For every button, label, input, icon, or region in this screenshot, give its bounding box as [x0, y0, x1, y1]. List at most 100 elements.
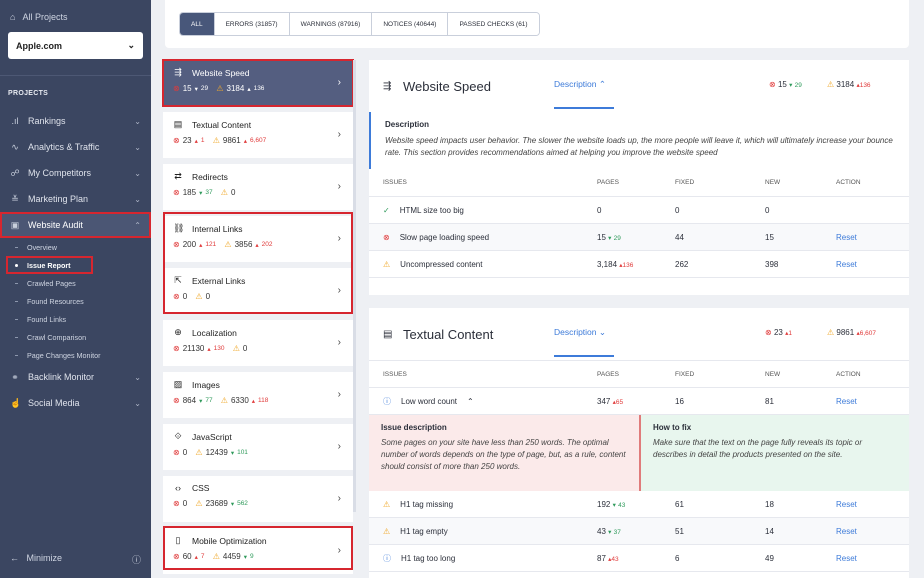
table-row-expanded[interactable]: ⓘ Low word count ⌃ 347 ▴65 16 81 Reset [369, 388, 909, 415]
category-title: ‹› CSS [175, 483, 210, 493]
category-title: ⇄ Redirects [174, 171, 228, 182]
table-row[interactable]: ⚠ H1 tag missing 192 ▾ 43 61 18 Reset [369, 491, 909, 518]
warning-icon: ⚠ [232, 344, 240, 353]
sidebar-item-competitors[interactable]: ☍ My Competitors ⌄ [10, 167, 141, 179]
scrollbar[interactable] [353, 60, 356, 512]
sidebar-subitem-found-links[interactable]: Found Links [0, 310, 151, 328]
warning-icon: ⚠ [220, 396, 228, 405]
category-item-external-links[interactable]: ⇱ External Links ⊗ 0 ⚠ 0 › [163, 268, 353, 314]
warning-icon: ⚠ [212, 552, 220, 561]
all-projects-link[interactable]: ⌂ All Projects [10, 12, 67, 22]
home-icon: ⌂ [10, 12, 16, 22]
warning-icon: ⚠ [224, 240, 232, 249]
help-icon[interactable]: ⓘ [131, 555, 141, 565]
textual-content-panel: ▤ Textual Content Description ⌄ ⊗ 23 ▴1 … [369, 308, 909, 578]
issue-description-text: Some pages on your site have less than 2… [381, 438, 626, 471]
sidebar-item-website-audit[interactable]: ▣ Website Audit ⌃ [0, 212, 151, 238]
sidebar-item-rankings[interactable]: .ıl Rankings ⌄ [11, 116, 141, 126]
info-icon: ⓘ [383, 553, 391, 563]
panel-header: ▤ Textual Content Description ⌄ ⊗ 23 ▴1 … [369, 308, 909, 360]
error-icon: ⊗ [383, 232, 390, 242]
reset-link[interactable]: Reset [836, 526, 857, 536]
category-title: ⟐ JavaScript [174, 431, 232, 442]
category-item-redirects[interactable]: ⇄ Redirects ⊗ 185 ▾ 37 ⚠ 0 › [163, 164, 353, 210]
description-toggle[interactable]: Description ⌄ [554, 327, 607, 337]
tab-underline [554, 355, 614, 357]
filter-errors[interactable]: ERRORS (31857) [214, 13, 290, 35]
link-icon: ⛓ [173, 223, 185, 233]
sidebar-item-social-media[interactable]: ☝ Social Media ⌄ [10, 397, 141, 409]
chevron-right-icon: › [337, 129, 341, 140]
reset-link[interactable]: Reset [836, 553, 857, 563]
table-row[interactable]: ⚠ Uncompressed content 3,184 ▴136 262 398 Re… [369, 251, 909, 278]
category-stats: ⊗ 60 ▴ 7 ⚠ 4459 ▾ 9 [173, 552, 254, 561]
chevron-down-icon: ⌄ [134, 372, 141, 382]
reset-link[interactable]: Reset [836, 259, 857, 269]
speed-icon: ⇶ [383, 80, 392, 92]
website-speed-panel: ⇶ Website Speed Description ⌃ ⊗ 15 ▾ 29 … [369, 60, 909, 295]
checklist-icon: ≚ [11, 193, 19, 204]
sidebar-item-backlink-monitor[interactable]: ⚭ Backlink Monitor ⌄ [11, 371, 141, 383]
how-to-fix-title: How to fix [653, 423, 692, 432]
document-icon: ▤ [173, 119, 183, 129]
reset-link[interactable]: Reset [836, 232, 857, 242]
category-item-textual-content[interactable]: ▤ Textual Content ⊗ 23 ▴ 1 ⚠ 9861 ▴ 6,607 › [163, 112, 353, 158]
sidebar-subitem-issue-report[interactable]: Issue Report [6, 256, 93, 274]
table-row[interactable]: ⊗ Slow page loading speed 15 ▾ 29 44 15 Rese… [369, 224, 909, 251]
project-selector[interactable]: Apple.com ⌄ [8, 32, 143, 59]
check-icon: ✓ [383, 205, 390, 215]
code-icon: ‹› [175, 483, 181, 493]
table-row[interactable]: ⓘ H1 tag too long 87 ▴43 6 49 Reset [369, 545, 909, 572]
sidebar-subitem-found-resources[interactable]: Found Resources [0, 292, 151, 310]
category-item-internal-links[interactable]: ⛓ Internal Links ⊗ 200 ▴ 121 ⚠ 3856 ▴ 202 › [163, 216, 353, 262]
category-stats: ⊗ 0 ⚠ 23689 ▾ 562 [173, 499, 248, 508]
sidebar-subitem-page-changes-monitor[interactable]: Page Changes Monitor [0, 346, 151, 364]
filter-all[interactable]: ALL [180, 13, 215, 35]
globe-icon: ⊕ [174, 327, 182, 337]
minimize-label: Minimize [26, 553, 63, 563]
category-item-javascript[interactable]: ⟐ JavaScript ⊗ 0 ⚠ 12439 ▾ 101 › [163, 424, 353, 470]
category-title: ▯ Mobile Optimization [173, 535, 343, 546]
reset-link[interactable]: Reset [836, 396, 857, 406]
bar-chart-icon: .ıl [11, 116, 19, 126]
speed-icon: ⇶ [174, 67, 182, 77]
sidebar-subitem-overview[interactable]: Overview [0, 238, 151, 256]
sidebar-subitem-crawl-comparison[interactable]: Crawl Comparison [0, 328, 151, 346]
warning-icon: ⚠ [827, 328, 835, 337]
error-icon: ⊗ [765, 328, 772, 337]
category-item-css[interactable]: ‹› CSS ⊗ 0 ⚠ 23689 ▾ 562 › [163, 476, 353, 522]
category-title: ⇶ Website Speed [174, 67, 250, 78]
category-stats: ⊗ 864 ▾ 77 ⚠ 6330 ▴ 118 [173, 396, 269, 405]
minimize-button[interactable]: ← Minimize ⓘ [10, 553, 141, 566]
category-item-images[interactable]: ▨ Images ⊗ 864 ▾ 77 ⚠ 6330 ▴ 118 › [163, 372, 353, 418]
issue-description-title: Issue description [381, 423, 447, 432]
project-name: Apple.com [16, 40, 63, 51]
error-icon: ⊗ [173, 84, 180, 93]
link-icon: ⚭ [11, 371, 19, 382]
highlight-box [163, 212, 353, 314]
category-item-mobile-optimization[interactable]: ▯ Mobile Optimization ⊗ 60 ▴ 7 ⚠ 4459 ▾ 9 › [163, 528, 353, 574]
chevron-right-icon: › [337, 181, 341, 192]
category-item-website-speed[interactable]: ⇶ Website Speed ⊗ 15 ▾ 29 ⚠ 3184 ▴ 136 › [162, 59, 354, 107]
sidebar-item-marketing-plan[interactable]: ≚ Marketing Plan ⌄ [11, 193, 141, 205]
chevron-down-icon: ⌄ [127, 40, 135, 50]
error-icon: ⊗ [173, 292, 180, 301]
reset-link[interactable]: Reset [836, 499, 857, 509]
category-item-localization[interactable]: ⊕ Localization ⊗ 21130 ▴ 130 ⚠ 0 › [163, 320, 353, 366]
description-toggle[interactable]: Description ⌃ [554, 79, 607, 89]
table-header: ISSUES PAGES FIXED NEW ACTION [369, 360, 909, 388]
table-row[interactable]: ⚠ H1 tag empty 43 ▾ 37 51 14 Reset [369, 518, 909, 545]
all-projects-label: All Projects [22, 12, 68, 22]
table-header: ISSUES PAGES FIXED NEW ACTION [369, 169, 909, 197]
filter-notices[interactable]: NOTICES (40644) [372, 13, 449, 35]
category-stats: ⊗ 0 ⚠ 0 [173, 292, 211, 301]
category-stats: ⊗ 15 ▾ 29 ⚠ 3184 ▴ 136 [173, 84, 265, 93]
error-icon: ⊗ [173, 344, 180, 353]
filter-warnings[interactable]: WARNINGS (87916) [289, 13, 373, 35]
issue-description: Issue description Some pages on your sit… [369, 415, 641, 491]
filter-bar: ALL ERRORS (31857) WARNINGS (87916) NOTI… [165, 0, 909, 48]
sidebar-subitem-crawled-pages[interactable]: Crawled Pages [0, 274, 151, 292]
sidebar-item-analytics[interactable]: ∿ Analytics & Traffic ⌄ [11, 141, 141, 153]
filter-passed-checks[interactable]: PASSED CHECKS (61) [448, 13, 539, 35]
